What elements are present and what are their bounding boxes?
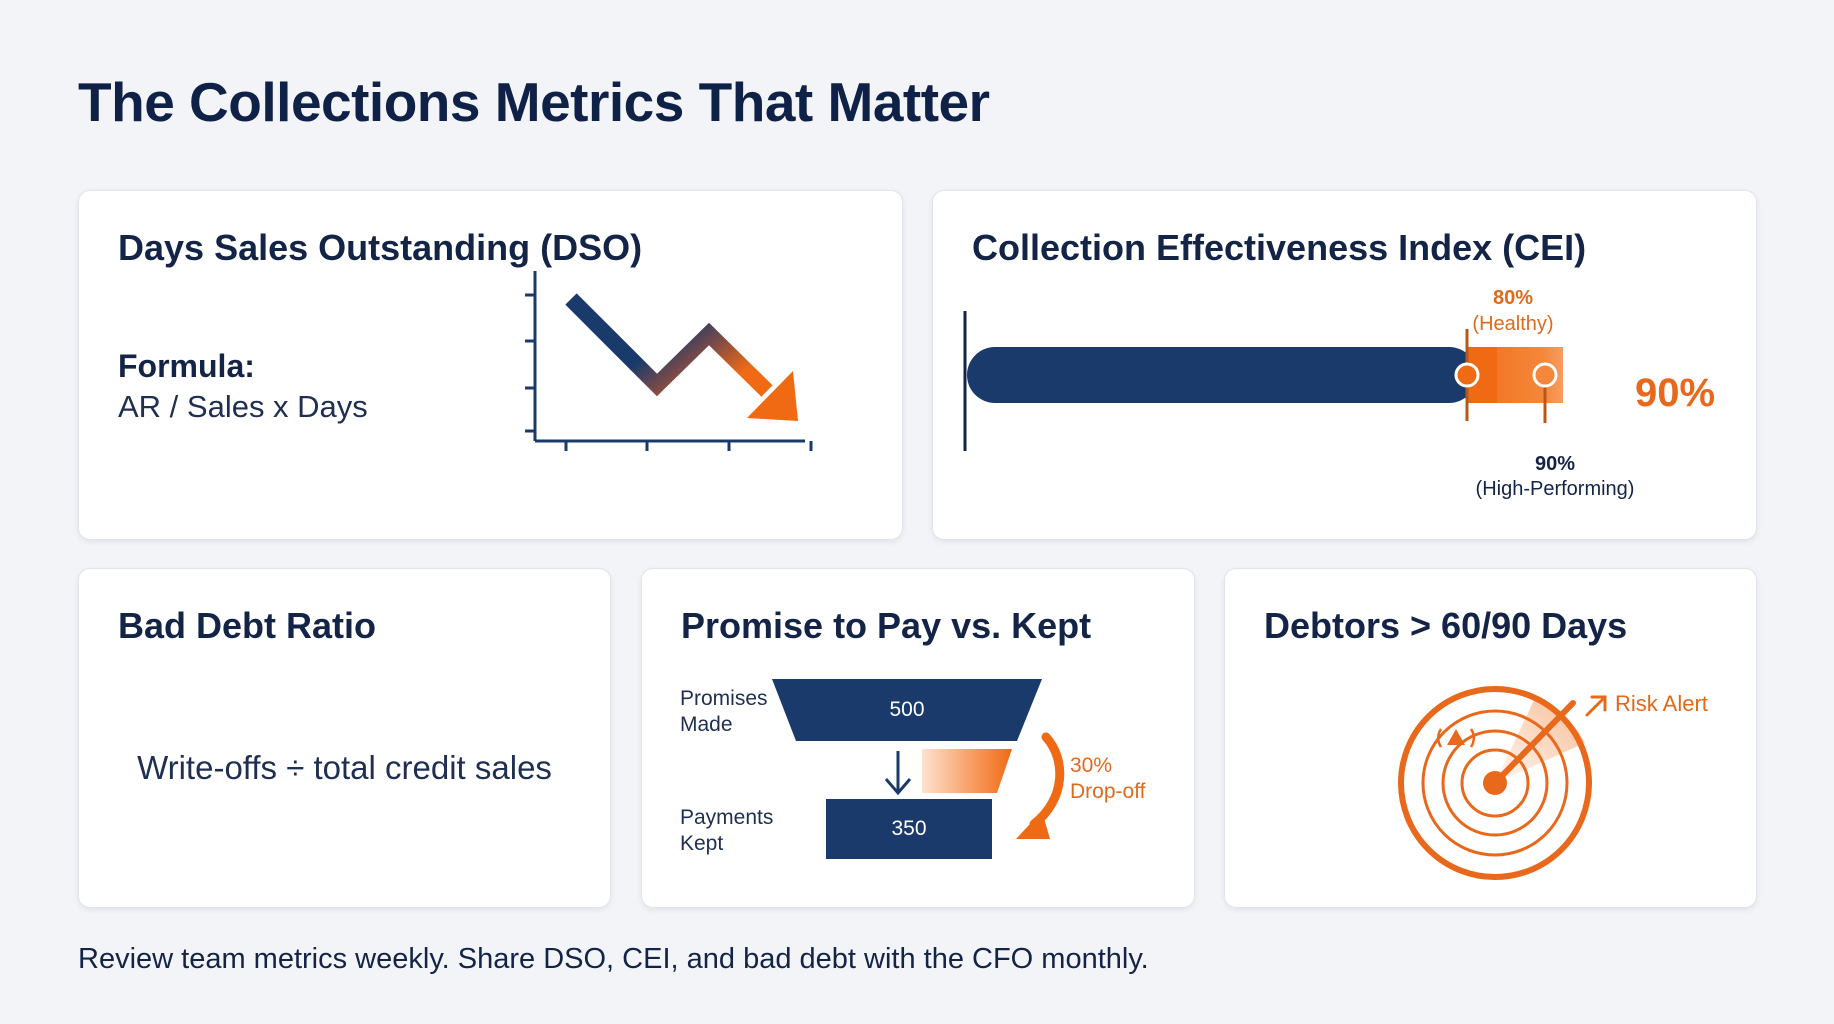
radar-icon bbox=[1398, 686, 1592, 880]
promises-label-line-1: Promises bbox=[680, 687, 768, 710]
bad-debt-card: Bad Debt Ratio Write-offs ÷ total credit… bbox=[78, 568, 611, 908]
dso-title: Days Sales Outstanding (DSO) bbox=[118, 227, 643, 268]
dropoff-text: Drop-off bbox=[1070, 780, 1146, 803]
payments-kept-value: 350 bbox=[891, 817, 927, 840]
dso-trend-arrowhead bbox=[747, 371, 798, 421]
bad-debt-formula: Write-offs ÷ total credit sales bbox=[137, 749, 552, 786]
dropoff-value: 30% bbox=[1070, 754, 1113, 777]
promises-made-bar bbox=[772, 679, 1042, 741]
dso-card: Days Sales Outstanding (DSO) Formula: AR… bbox=[78, 190, 903, 540]
cei-high-value: 90% bbox=[1534, 453, 1576, 475]
dso-trend-line bbox=[565, 293, 773, 397]
dso-formula: AR / Sales x Days bbox=[118, 389, 368, 424]
dropoff-label: 30% Drop-off bbox=[1070, 753, 1145, 805]
cei-marker-healthy bbox=[1454, 362, 1480, 388]
dso-axes bbox=[525, 271, 813, 451]
promises-made-label: Promises Made bbox=[680, 686, 768, 738]
cei-card: Collection Effectiveness Index (CEI) 80%… bbox=[932, 190, 1757, 540]
funnel-down-arrowhead bbox=[884, 778, 912, 796]
debtors-title: Debtors > 60/90 Days bbox=[1264, 605, 1628, 646]
cei-gauge bbox=[963, 311, 1563, 451]
cei-title: Collection Effectiveness Index (CEI) bbox=[972, 227, 1587, 268]
payments-label-line-2: Kept bbox=[680, 832, 724, 855]
payments-kept-label: Payments Kept bbox=[680, 805, 773, 857]
payments-kept-bar bbox=[826, 799, 992, 859]
dropoff-bar bbox=[922, 749, 1012, 793]
dropoff-curved-arrow bbox=[1016, 732, 1065, 839]
cei-marker-high bbox=[1532, 362, 1558, 388]
debtors-card: Debtors > 60/90 Days Risk Alert bbox=[1224, 568, 1757, 908]
footer-note: Review team metrics weekly. Share DSO, C… bbox=[78, 943, 1149, 975]
page-title: The Collections Metrics That Matter bbox=[78, 71, 990, 133]
cei-healthy-label: (Healthy) bbox=[1472, 313, 1554, 335]
promises-label-line-2: Made bbox=[680, 713, 733, 736]
cei-healthy-value: 80% bbox=[1492, 287, 1534, 309]
dso-formula-label: Formula: bbox=[118, 348, 255, 384]
risk-alert-label: Risk Alert bbox=[1615, 691, 1708, 716]
promise-title: Promise to Pay vs. Kept bbox=[681, 605, 1092, 646]
promises-made-value: 500 bbox=[889, 698, 925, 721]
bad-debt-title: Bad Debt Ratio bbox=[118, 605, 377, 646]
cei-bar-navy bbox=[967, 347, 1477, 403]
promise-card: Promise to Pay vs. Kept Promises Made Pa… bbox=[641, 568, 1195, 908]
payments-label-line-1: Payments bbox=[680, 806, 774, 829]
cei-high-label: (High-Performing) bbox=[1475, 478, 1635, 500]
promise-funnel bbox=[772, 679, 1042, 859]
risk-alert-arrow-icon bbox=[1585, 695, 1607, 717]
cei-value: 90% bbox=[1635, 371, 1716, 415]
dso-trend-chart bbox=[525, 271, 813, 451]
